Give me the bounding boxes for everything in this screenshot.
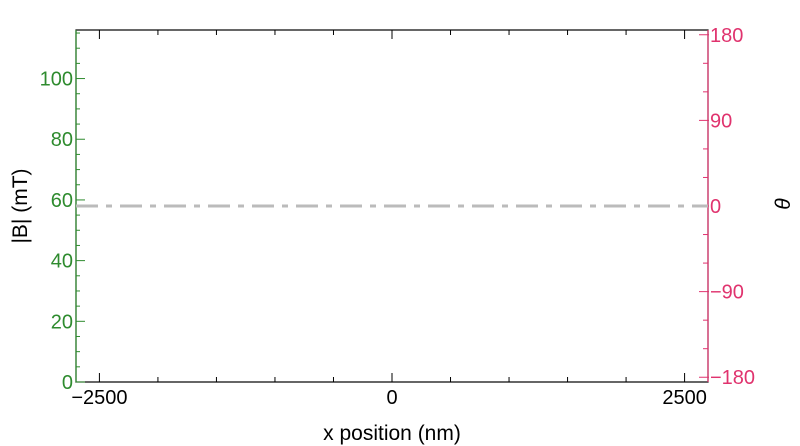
y-left-tick-label: 0 xyxy=(62,372,73,394)
y-left-axis-title: |B| (mT) xyxy=(9,168,32,243)
y-right-tick-label: 0 xyxy=(710,196,721,218)
y-left-tick-label: 20 xyxy=(51,311,73,333)
y-left-tick-label: 40 xyxy=(51,251,73,273)
y-right-tick-label: 90 xyxy=(710,110,732,132)
y-left-tick-label: 100 xyxy=(40,69,73,91)
x-tick-label: 2500 xyxy=(662,387,707,409)
y-right-axis-title: θ xyxy=(772,198,795,210)
x-tick-label: 0 xyxy=(386,387,397,409)
y-left-tick-label: 60 xyxy=(51,190,73,212)
y-right-tick-label: −180 xyxy=(710,367,755,389)
x-axis-title: x position (nm) xyxy=(323,422,461,445)
y-right-tick-label: −90 xyxy=(710,282,744,304)
y-left-tick-label: 80 xyxy=(51,129,73,151)
x-tick-label: −2500 xyxy=(71,387,127,409)
y-right-tick-label: 180 xyxy=(710,25,743,47)
